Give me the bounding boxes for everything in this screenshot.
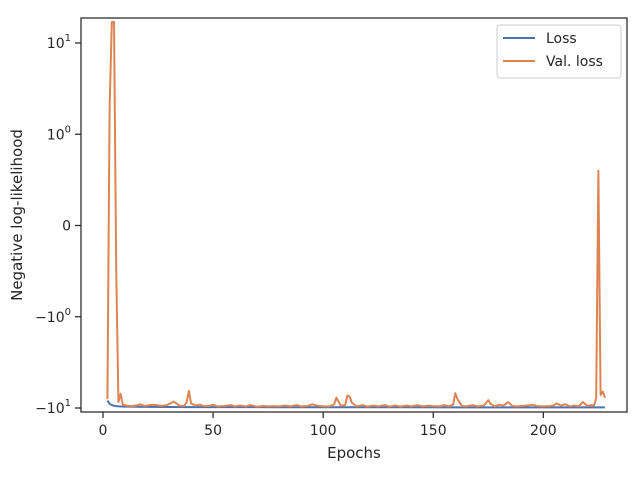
y-tick-label: −101 xyxy=(35,398,71,417)
y-tick-label: 100 xyxy=(47,124,71,143)
y-tick-label: 101 xyxy=(47,33,71,52)
x-axis: 0 50 100 150 200 xyxy=(99,412,557,439)
plot-background xyxy=(81,18,627,412)
series-line-loss xyxy=(106,400,605,409)
series-layer xyxy=(106,20,606,409)
x-tick-label: 50 xyxy=(204,423,222,439)
y-tick-label: 0 xyxy=(62,219,71,235)
x-tick-label: 200 xyxy=(530,423,557,439)
x-tick-label: 150 xyxy=(420,423,447,439)
x-axis-label: Epochs xyxy=(327,444,381,462)
plot-frame xyxy=(80,17,628,413)
legend: Loss Val. loss xyxy=(496,24,622,79)
series-line-val-loss xyxy=(106,20,606,408)
x-tick-label: 100 xyxy=(310,423,337,439)
y-axis: 101 100 0 −100 −101 xyxy=(35,33,81,417)
y-tick-label: −100 xyxy=(35,307,71,326)
x-tick-label: 0 xyxy=(99,423,108,439)
legend-label-loss: Loss xyxy=(546,31,577,47)
legend-label-val-loss: Val. loss xyxy=(546,54,603,70)
y-axis-label: Negative log-likelihood xyxy=(8,129,26,301)
